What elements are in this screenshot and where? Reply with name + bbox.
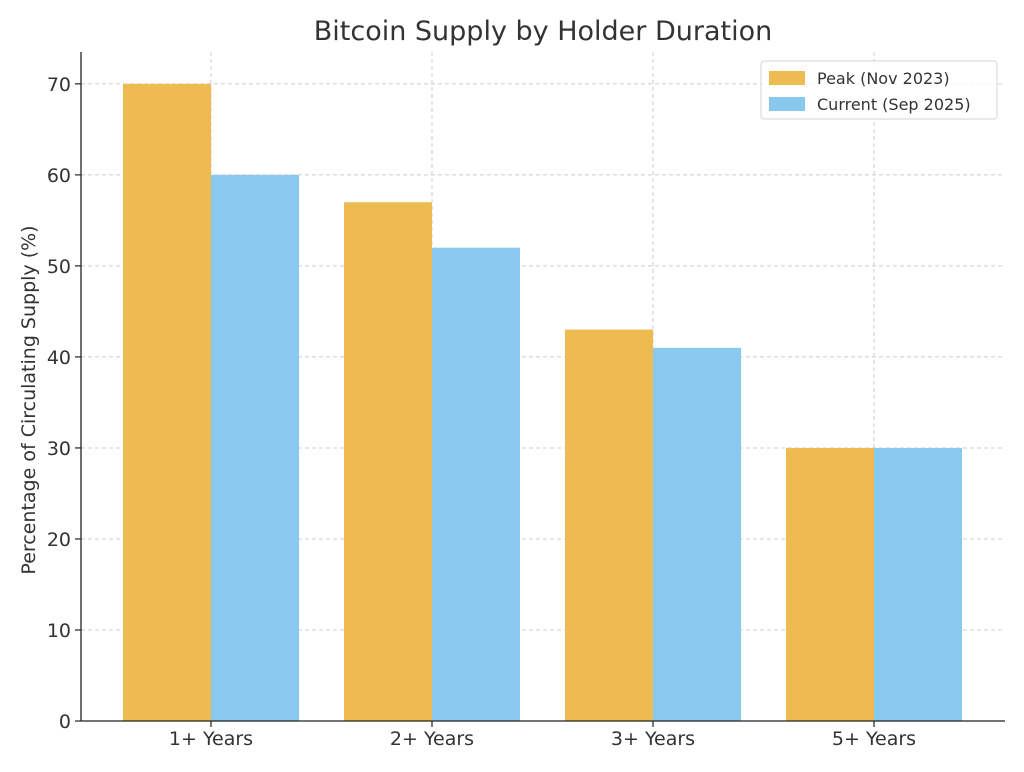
y-tick-label: 60: [47, 165, 71, 187]
x-tick-label: 5+ Years: [832, 728, 916, 750]
y-tick-label: 40: [47, 347, 71, 369]
legend-box: [760, 60, 998, 120]
y-tick-label: 0: [59, 711, 71, 733]
x-tick-label: 2+ Years: [390, 728, 474, 750]
legend-entry: Current (Sep 2025): [817, 95, 971, 114]
bar-peak-1: [344, 202, 432, 722]
axes: 0 10 20 30 40 50 60 70 1+ Years 2+ Years 3+ Years 5…: [47, 52, 1005, 750]
y-axis-label: Percentage of Circulating Supply (%): [18, 225, 40, 574]
y-tick-label: 30: [47, 438, 71, 460]
legend-entry: Peak (Nov 2023): [817, 69, 950, 88]
chart-title: Bitcoin Supply by Holder Duration: [314, 16, 773, 47]
legend-swatch: [769, 71, 805, 85]
bar-current-1: [432, 247, 520, 721]
y-tick-label: 20: [47, 529, 71, 551]
bar-peak-3: [786, 447, 874, 721]
bar-current-2: [653, 347, 741, 721]
x-tick-label: 3+ Years: [611, 728, 695, 750]
bar-current-0: [211, 174, 299, 721]
bar-peak-0: [123, 83, 211, 722]
bar-peak-2: [565, 329, 653, 721]
y-tick-label: 10: [47, 620, 71, 642]
legend-swatch: [769, 97, 805, 111]
bars: [123, 83, 962, 722]
y-tick-label: 70: [47, 74, 71, 96]
legend: Peak (Nov 2023) Current (Sep 2025): [760, 60, 998, 120]
x-tick-label: 1+ Years: [169, 728, 253, 750]
bar-current-3: [874, 447, 962, 721]
y-tick-label: 50: [47, 256, 71, 278]
